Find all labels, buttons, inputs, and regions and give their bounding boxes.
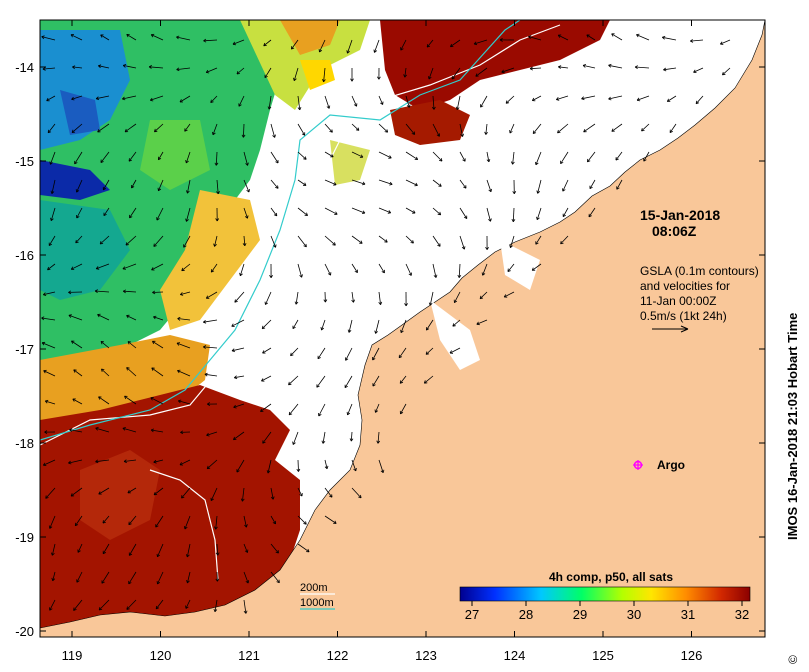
- argo-float: [633, 460, 643, 470]
- velocity-arrows: [41, 33, 731, 614]
- colorbar-tick-label: 27: [465, 607, 479, 622]
- contour-legend-200m: 200m: [300, 582, 328, 594]
- contour-200m: [40, 24, 561, 446]
- lon-tick-label: 123: [415, 648, 437, 663]
- lon-tick-label: 124: [504, 648, 526, 663]
- lon-tick-label: 122: [327, 648, 349, 663]
- contour-legend: 200m 1000m: [300, 582, 335, 610]
- gsla-line-3: 11-Jan 00:00Z: [640, 294, 717, 308]
- lat-tick-label: -19: [15, 530, 34, 545]
- colorbar-gradient: [459, 586, 751, 602]
- lat-tick-label: -18: [15, 436, 34, 451]
- lon-tick-label: 119: [62, 648, 83, 663]
- lat-tick-label: -17: [15, 342, 34, 357]
- lat-tick-label: -15: [15, 154, 34, 169]
- lat-tick-label: -20: [15, 624, 34, 639]
- lon-tick-label: 126: [681, 648, 703, 663]
- colorbar-tick-label: 32: [735, 607, 749, 622]
- colorbar-title: 4h comp, p50, all sats: [549, 570, 673, 584]
- colorbar-tick-label: 29: [573, 607, 587, 622]
- contour-1000m: [40, 20, 521, 441]
- bay-shape: [575, 120, 620, 180]
- longitude-axis: 119 120 121 122 123 124 125 126: [62, 20, 703, 663]
- colorbar-tick-label: 28: [519, 607, 533, 622]
- timestamp-date: 15-Jan-2018: [640, 207, 720, 223]
- lon-tick-label: 125: [592, 648, 614, 663]
- reference-arrow: [652, 325, 689, 333]
- credit-symbol: ©: [786, 655, 800, 664]
- gsla-line-2: and velocities for: [640, 279, 730, 293]
- colorbar: 4h comp, p50, all sats 27 28 29 30 31 32: [459, 570, 751, 622]
- timestamp-time: 08:06Z: [652, 223, 697, 239]
- bay-shape: [500, 240, 540, 290]
- gsla-line-1: GSLA (0.1m contours): [640, 264, 759, 278]
- latitude-axis: -14 -15 -16 -17 -18 -19 -20: [15, 60, 765, 639]
- sst-field: [40, 20, 610, 632]
- gsla-line-4: 0.5m/s (1kt 24h): [640, 309, 727, 323]
- lon-tick-label: 121: [238, 648, 260, 663]
- plot-frame: [39, 19, 766, 638]
- colorbar-tick-label: 30: [627, 607, 641, 622]
- lat-tick-label: -16: [15, 248, 34, 263]
- bay-shape: [430, 300, 480, 370]
- colorbar-tick-label: 31: [681, 607, 695, 622]
- argo-label: Argo: [657, 458, 685, 472]
- contour-legend-1000m: 1000m: [300, 597, 334, 609]
- lat-tick-label: -14: [15, 60, 34, 75]
- lon-tick-label: 120: [150, 648, 172, 663]
- credit-text: IMOS 16-Jan-2018 21:03 Hobart Time: [785, 313, 800, 540]
